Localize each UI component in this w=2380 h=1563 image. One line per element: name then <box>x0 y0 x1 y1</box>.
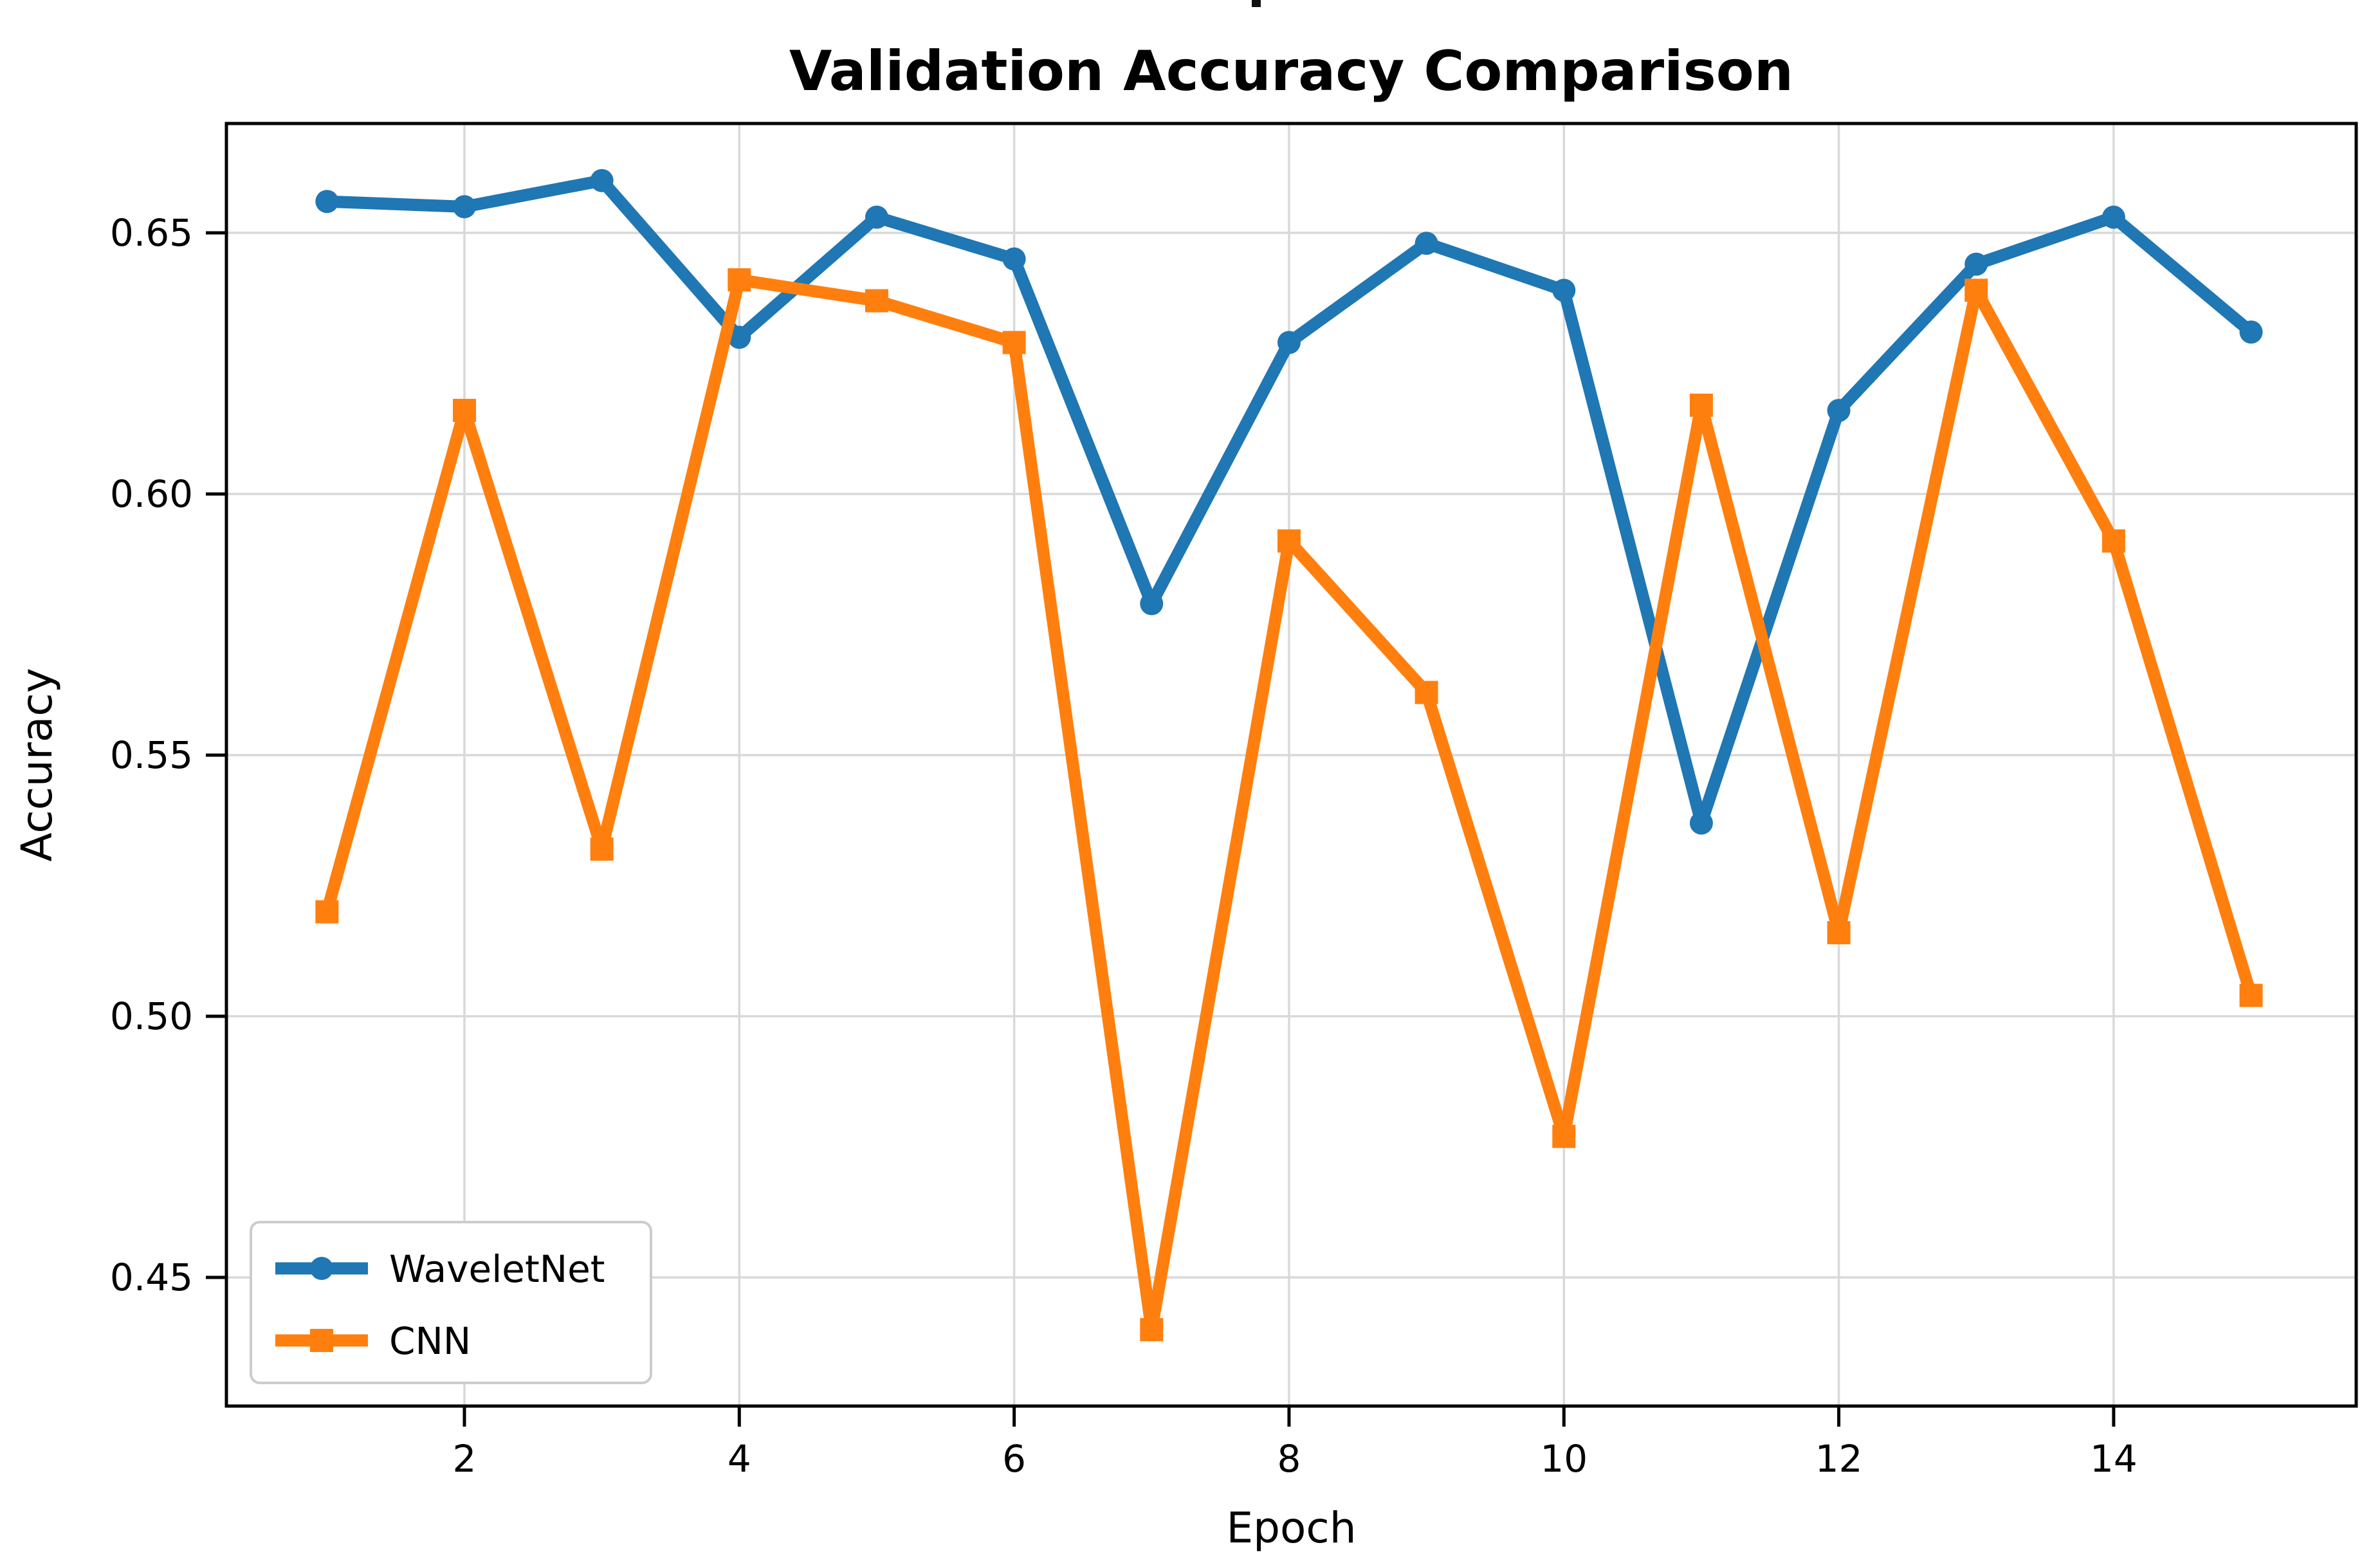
data-point-marker <box>1964 279 1988 302</box>
data-point-marker <box>1827 399 1851 423</box>
data-point-marker <box>1414 232 1438 255</box>
legend-label: WaveletNet <box>389 1247 605 1291</box>
series-waveletnet <box>315 169 2263 835</box>
y-tick-label: 0.60 <box>110 472 193 516</box>
data-point-marker <box>1140 592 1164 616</box>
data-point-marker <box>1689 811 1713 835</box>
data-point-marker <box>590 837 614 861</box>
data-point-marker <box>453 399 476 423</box>
data-point-marker <box>1964 252 1988 276</box>
x-tick-label: 4 <box>728 1437 751 1481</box>
data-point-marker <box>2239 983 2263 1007</box>
data-point-marker <box>728 325 751 349</box>
legend: WaveletNet CNN <box>250 1221 652 1384</box>
data-point-marker <box>2101 205 2125 229</box>
data-point-marker <box>590 169 614 192</box>
data-point-marker <box>728 268 751 292</box>
x-tick-label: 14 <box>2090 1437 2137 1481</box>
data-point-marker <box>1689 393 1713 417</box>
data-point-marker <box>315 190 339 214</box>
data-point-marker <box>1140 1318 1164 1342</box>
data-point-marker <box>1552 1124 1576 1148</box>
legend-label: CNN <box>389 1319 471 1363</box>
data-point-marker <box>2239 320 2263 344</box>
legend-marker-circle <box>310 1257 333 1280</box>
x-tick-label: 10 <box>1540 1437 1588 1481</box>
series-cnn <box>315 268 2263 1342</box>
data-point-marker <box>315 900 339 924</box>
x-axis-label: Epoch <box>1226 1503 1356 1553</box>
y-tick-label: 0.65 <box>110 211 193 255</box>
plot-area <box>226 123 2356 1406</box>
plot-spines <box>224 122 2358 1408</box>
cropped-text-artifact <box>1252 0 1261 7</box>
y-axis-label: Accuracy <box>12 668 62 861</box>
data-point-marker <box>453 195 476 219</box>
data-point-marker <box>1002 247 1026 271</box>
data-point-marker <box>865 205 888 229</box>
data-point-marker <box>1552 279 1576 302</box>
x-tick-label: 2 <box>453 1437 477 1481</box>
data-point-marker <box>1827 921 1851 945</box>
x-tick-label: 8 <box>1277 1437 1301 1481</box>
y-tick-label: 0.50 <box>110 994 193 1038</box>
legend-marker-square <box>310 1329 333 1352</box>
y-tick-label: 0.55 <box>110 733 193 777</box>
data-point-marker <box>1002 331 1026 354</box>
chart-title: Validation Accuracy Comparison <box>789 39 1793 104</box>
data-point-marker <box>2101 529 2125 553</box>
x-tick-label: 12 <box>1815 1437 1863 1481</box>
axis-ticks: 2 4 6 8 10 12 14 0.45 0.50 0.55 0.60 0.65 <box>110 211 2137 1481</box>
data-point-marker <box>1277 331 1301 354</box>
data-point-marker <box>1277 529 1301 553</box>
data-point-marker <box>865 289 888 313</box>
x-tick-label: 6 <box>1002 1437 1026 1481</box>
y-tick-label: 0.45 <box>110 1256 193 1299</box>
data-point-marker <box>1414 681 1438 704</box>
